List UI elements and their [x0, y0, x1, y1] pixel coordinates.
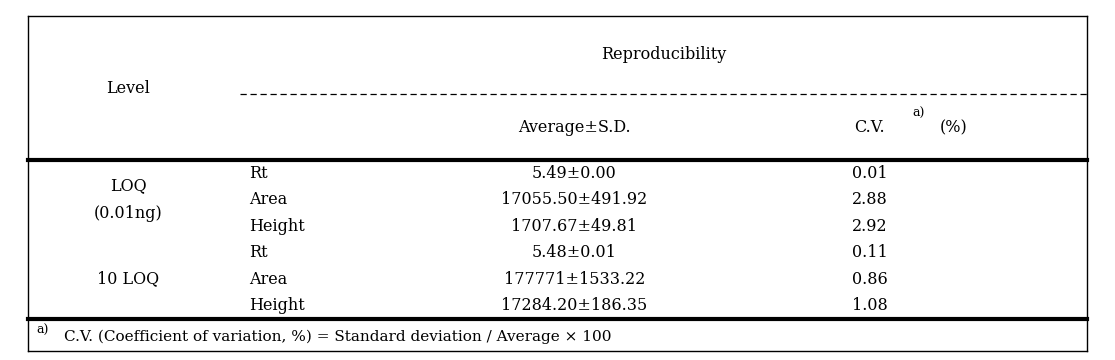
Text: Area: Area: [249, 191, 287, 208]
Text: C.V.: C.V.: [854, 119, 885, 136]
Text: 5.49±0.00: 5.49±0.00: [532, 165, 617, 182]
Text: 177771±1533.22: 177771±1533.22: [504, 270, 644, 288]
Text: 2.92: 2.92: [852, 218, 888, 235]
Text: 0.01: 0.01: [852, 165, 888, 182]
Text: 10 LOQ: 10 LOQ: [97, 270, 159, 288]
Text: 0.11: 0.11: [852, 244, 888, 261]
Text: C.V. (Coefficient of variation, %) = Standard deviation / Average × 100: C.V. (Coefficient of variation, %) = Sta…: [64, 329, 611, 344]
Text: a): a): [912, 107, 924, 120]
Text: Height: Height: [249, 218, 304, 235]
Text: Reproducibility: Reproducibility: [601, 46, 726, 63]
Text: Area: Area: [249, 270, 287, 288]
Text: 17055.50±491.92: 17055.50±491.92: [501, 191, 648, 208]
Text: (0.01ng): (0.01ng): [94, 205, 163, 222]
Text: 1707.67±49.81: 1707.67±49.81: [511, 218, 638, 235]
Text: Rt: Rt: [249, 244, 268, 261]
Text: Level: Level: [106, 80, 151, 97]
Text: 0.86: 0.86: [852, 270, 888, 288]
Text: 5.48±0.01: 5.48±0.01: [532, 244, 617, 261]
Text: a): a): [37, 324, 49, 337]
Text: 2.88: 2.88: [852, 191, 888, 208]
Text: 17284.20±186.35: 17284.20±186.35: [501, 297, 648, 314]
Text: Height: Height: [249, 297, 304, 314]
Text: LOQ: LOQ: [110, 177, 146, 195]
Text: Average±S.D.: Average±S.D.: [517, 119, 631, 136]
Text: Rt: Rt: [249, 165, 268, 182]
Text: 1.08: 1.08: [852, 297, 888, 314]
Text: (%): (%): [940, 119, 968, 136]
